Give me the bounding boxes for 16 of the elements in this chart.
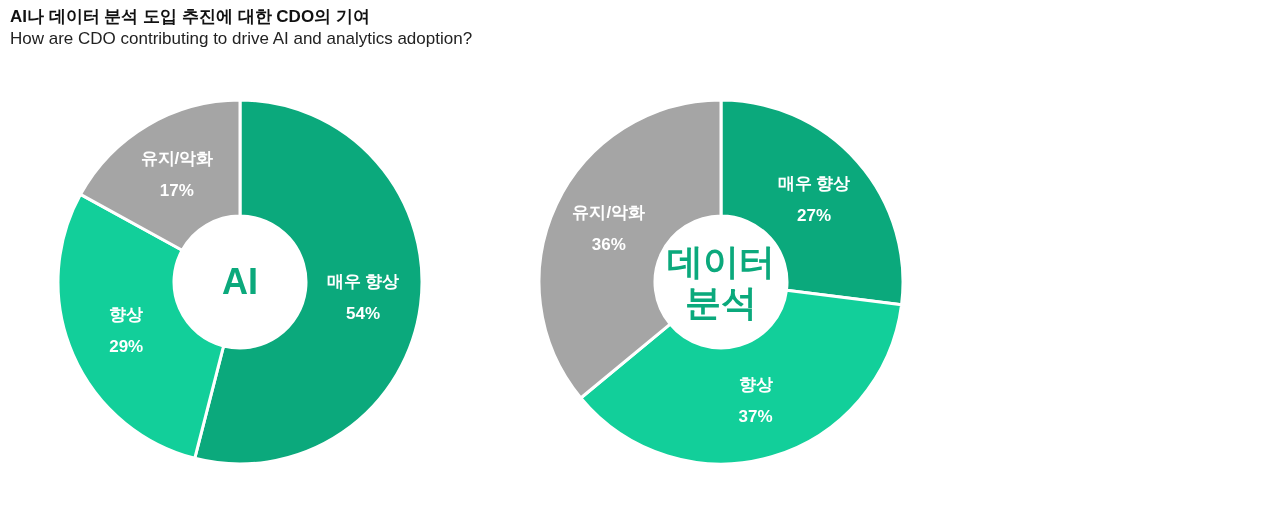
slice-label: 향상	[738, 374, 773, 397]
slice-label: 향상	[109, 304, 144, 327]
data-label: 17%	[158, 180, 195, 203]
slice-label: 유지/악화	[140, 148, 214, 171]
slice-label: 매우 향상	[777, 173, 851, 195]
text: AI	[221, 260, 259, 305]
data-label: 29%	[109, 336, 144, 359]
data-label: 27%	[796, 205, 832, 227]
data-label: 54%	[345, 302, 381, 325]
chart-title: AI나 데이터 분석 도입 추진에 대한 CDO의 기여	[10, 6, 370, 28]
slice-label: 매우 향상	[326, 270, 400, 293]
data-label: 36%	[590, 234, 627, 257]
text: 데이터 분석	[666, 239, 776, 325]
slice-label: 유지/악화	[572, 202, 646, 225]
data-label: 37%	[738, 406, 773, 429]
chart-subtitle: How are CDO contributing to drive AI and analytics adoption?	[10, 29, 473, 49]
